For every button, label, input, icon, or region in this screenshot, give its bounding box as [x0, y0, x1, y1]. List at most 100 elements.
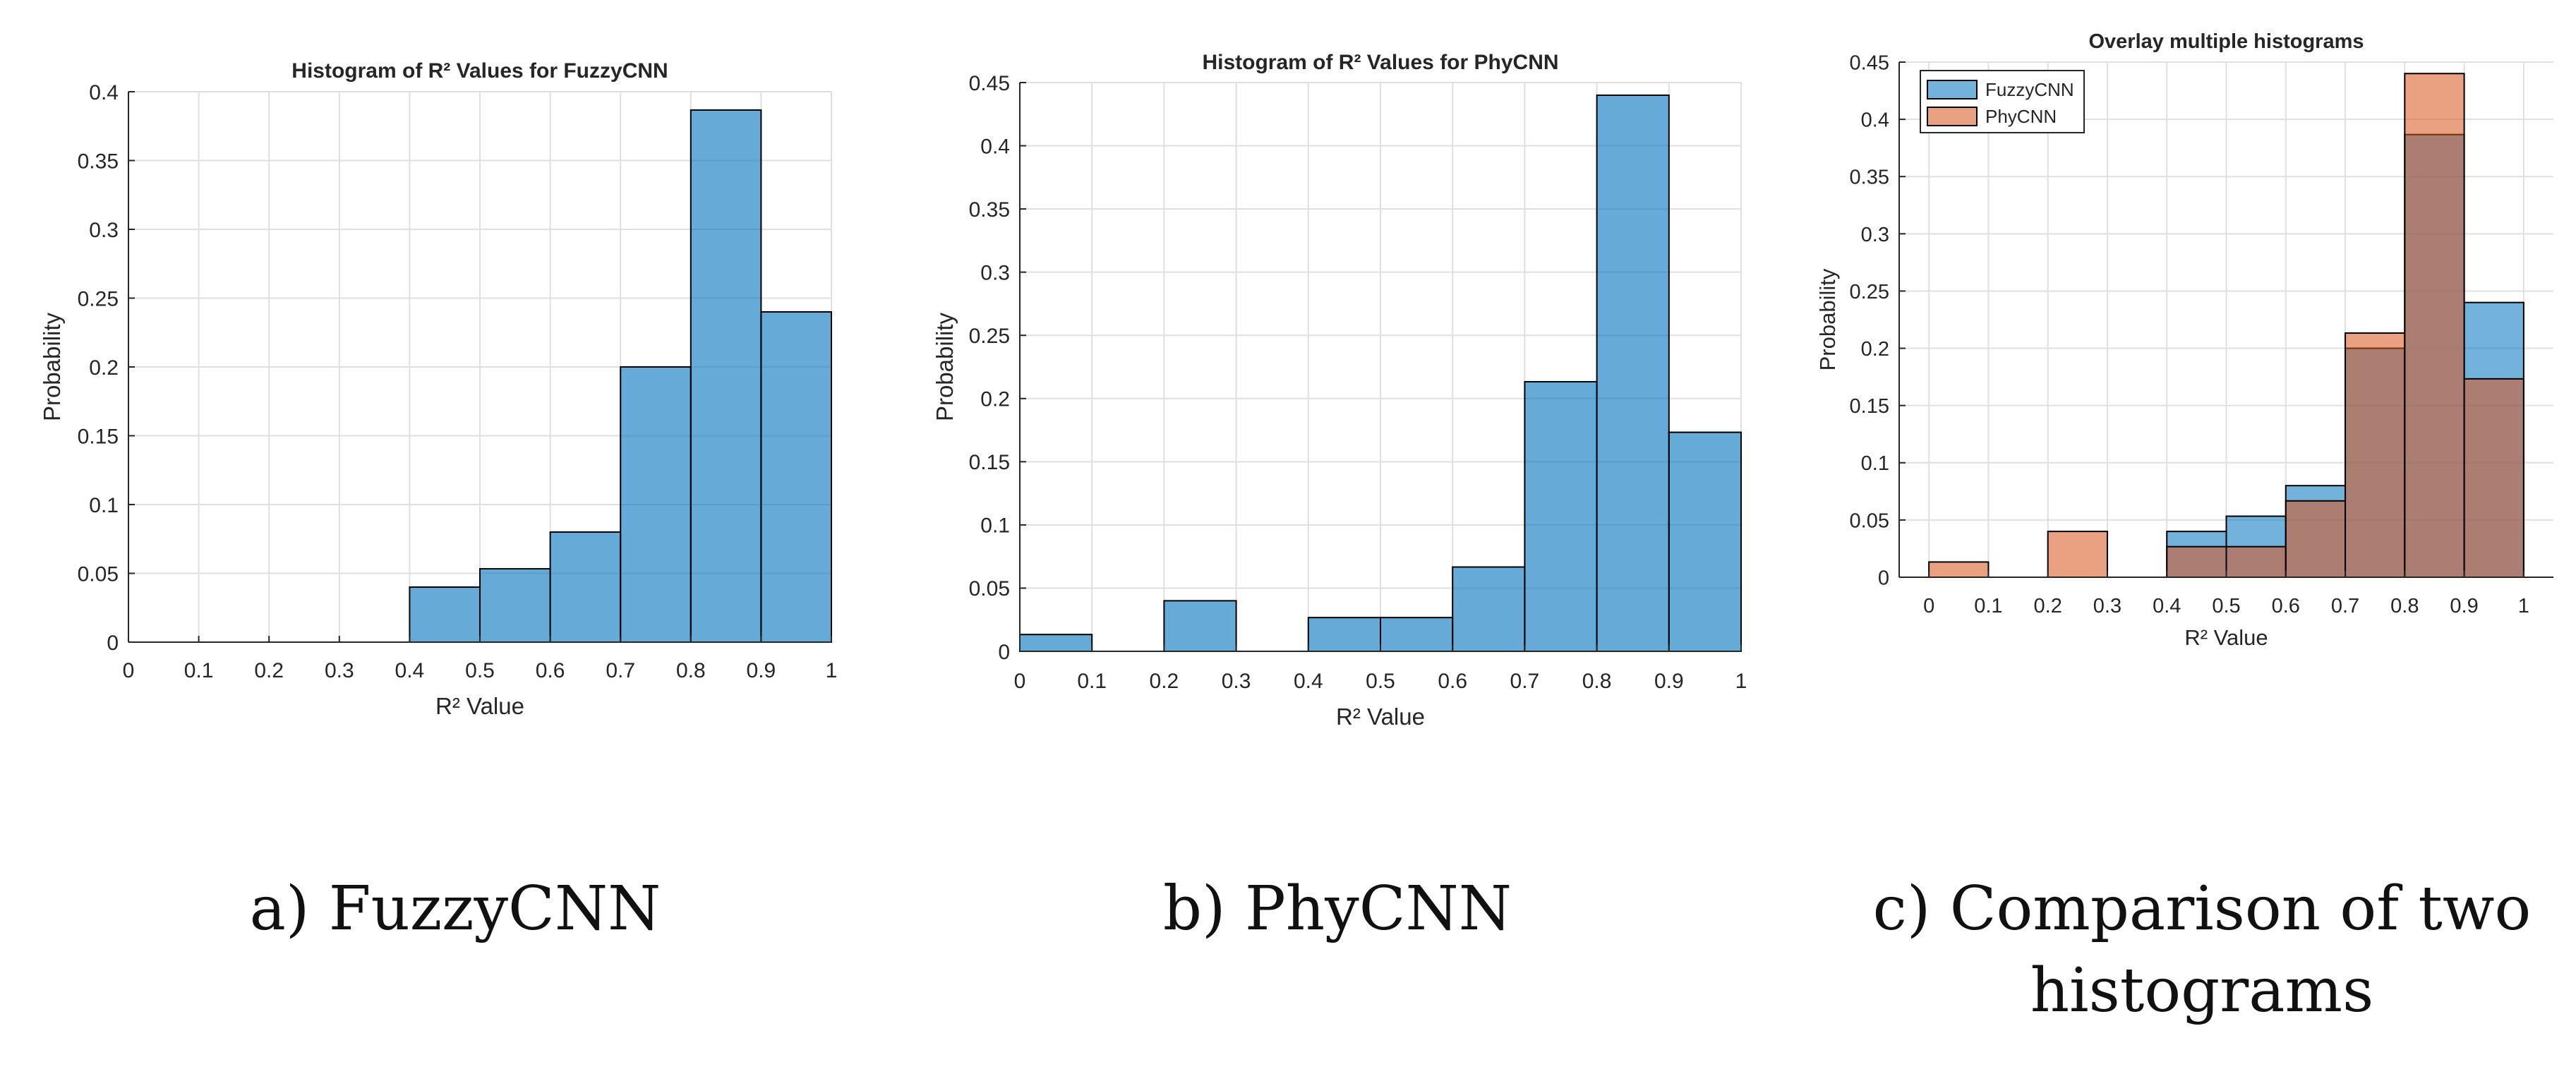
x-tick-label: 0.3 [1222, 670, 1251, 693]
x-tick-label: 0.2 [1150, 670, 1179, 693]
x-tick-label: 0.2 [2034, 595, 2062, 617]
chart-panel-2: 0 0.1 0.2 0.3 0.4 0.5 0.6 0.7 0.8 0.9 1 0 0.05 0.1 0.1… [932, 51, 1747, 730]
x-tick-label: 0.9 [2450, 595, 2478, 617]
y-tick-label: 0.1 [89, 494, 119, 517]
bar-fuzzycnn-7 [620, 366, 692, 643]
y-tick-label: 0.3 [89, 219, 119, 242]
caption-a: a) FuzzyCNN [187, 868, 723, 950]
x-tick-label: 0 [1923, 595, 1934, 617]
x-tick-label: 0.7 [1510, 670, 1540, 693]
bar-phycnn-9 [2463, 378, 2524, 578]
y-tick-label: 0.05 [78, 562, 119, 586]
bar-phycnn-5 [1380, 617, 1454, 652]
y-tick-label: 0.05 [1850, 509, 1889, 532]
x-tick-label: 0 [123, 659, 135, 682]
x-tick-label: 0.9 [1654, 670, 1684, 693]
legend: FuzzyCNN PhyCNN [1920, 70, 2085, 133]
bar-phycnn-7 [1524, 380, 1598, 652]
bar-fuzzycnn-4 [409, 586, 481, 643]
x-tick-label: 1 [1735, 670, 1747, 693]
chart-panel-1: 0 0.1 0.2 0.3 0.4 0.5 0.6 0.7 0.8 0.9 1 0 0.05 0.1 0.1… [39, 59, 837, 719]
legend-swatch-phycnn [1927, 107, 1978, 126]
bar-fuzzycnn-9 [760, 311, 833, 643]
legend-swatch-fuzzycnn [1927, 80, 1978, 99]
bar-fuzzycnn-5 [479, 568, 551, 643]
y-tick-label: 0.35 [969, 198, 1010, 222]
x-tick-label: 0.7 [606, 659, 635, 682]
y-axis-label: Probability [1815, 268, 1840, 370]
x-tick-label: 0.8 [2390, 595, 2419, 617]
y-tick-label: 0.4 [1861, 109, 1889, 132]
chart-title: Histogram of R² Values for PhyCNN [1202, 51, 1558, 74]
bar-phycnn-5 [2225, 545, 2287, 578]
y-tick-label: 0.1 [1861, 452, 1889, 475]
bar-phycnn-2 [2047, 531, 2108, 578]
x-axis-label: R² Value [1336, 704, 1425, 730]
caption-a-text: a) FuzzyCNN [249, 874, 661, 944]
x-tick-label: 0 [1014, 670, 1026, 693]
bar-phycnn-9 [1668, 431, 1743, 653]
x-tick-label: 0.5 [1366, 670, 1395, 693]
chart-panel-3: 0 0.1 0.2 0.3 0.4 0.5 0.6 0.7 0.8 0.9 1 0 0.05 0.1 0.1… [1815, 30, 2553, 650]
x-tick-label: 0.6 [536, 659, 565, 682]
y-tick-label: 0.25 [78, 287, 119, 310]
x-tick-label: 0.9 [747, 659, 776, 682]
y-tick-label: 0.4 [980, 135, 1010, 158]
x-tick-label: 0.6 [2272, 595, 2300, 617]
bar-phycnn-0 [1019, 634, 1093, 652]
bar-phycnn-8 [2404, 73, 2465, 578]
bar-phycnn-4 [2166, 545, 2227, 578]
bar-phycnn-6 [1452, 566, 1526, 653]
x-tick-label: 0.1 [1974, 595, 2002, 617]
x-tick-label: 0.4 [395, 659, 425, 682]
bar-phycnn-7 [2345, 332, 2406, 578]
x-tick-label: 0.6 [1438, 670, 1467, 693]
y-tick-label: 0.1 [980, 514, 1010, 538]
y-tick-label: 0.15 [969, 451, 1010, 474]
y-axis-label: Probability [932, 312, 958, 421]
bar-phycnn-2 [1163, 600, 1237, 652]
x-tick-label: 0.8 [1582, 670, 1612, 693]
y-tick-label: 0.4 [89, 81, 119, 104]
caption-c-line2: histograms [2030, 955, 2374, 1027]
caption-b: b) PhyCNN [1069, 868, 1606, 950]
x-tick-label: 0.3 [2093, 595, 2121, 617]
chart-title: Overlay multiple histograms [2088, 30, 2364, 53]
bar-phycnn-6 [2285, 500, 2347, 579]
y-tick-label: 0.15 [78, 425, 119, 448]
legend-box [1920, 70, 2085, 133]
y-tick-label: 0 [1878, 567, 1889, 589]
y-tick-label: 0.2 [1861, 338, 1889, 361]
x-tick-label: 1 [826, 659, 838, 682]
caption-c: c) Comparison of two histograms [1849, 868, 2555, 1032]
y-tick-label: 0.45 [1850, 52, 1889, 74]
y-tick-label: 0.35 [1850, 167, 1889, 189]
bar-fuzzycnn-8 [690, 109, 762, 643]
x-tick-label: 0.8 [676, 659, 706, 682]
y-tick-label: 0.05 [969, 577, 1010, 601]
x-tick-label: 0.5 [2212, 595, 2240, 617]
caption-b-text: b) PhyCNN [1162, 874, 1512, 944]
y-tick-label: 0.25 [1850, 281, 1889, 303]
x-tick-label: 0.3 [325, 659, 354, 682]
y-tick-label: 0.15 [1850, 395, 1889, 418]
bar-phycnn-8 [1596, 94, 1670, 652]
caption-c-line1: c) Comparison of two [1872, 874, 2532, 944]
x-axis-label: R² Value [2184, 625, 2268, 650]
x-tick-label: 0.7 [2331, 595, 2359, 617]
y-tick-label: 0.25 [969, 325, 1010, 348]
x-axis-label: R² Value [435, 693, 524, 719]
bar-fuzzycnn-6 [549, 531, 622, 643]
y-tick-label: 0.2 [89, 356, 119, 380]
x-tick-label: 0.5 [465, 659, 495, 682]
x-tick-label: 0.2 [254, 659, 284, 682]
x-tick-label: 0.1 [1077, 670, 1107, 693]
y-tick-label: 0.45 [969, 72, 1010, 95]
chart-title: Histogram of R² Values for FuzzyCNN [291, 59, 668, 83]
bar-phycnn-0 [1928, 561, 1990, 578]
y-tick-label: 0 [998, 641, 1010, 664]
legend-label-phycnn: PhyCNN [1985, 106, 2057, 127]
x-tick-label: 0.4 [2153, 595, 2181, 617]
x-tick-label: 0.1 [184, 659, 214, 682]
